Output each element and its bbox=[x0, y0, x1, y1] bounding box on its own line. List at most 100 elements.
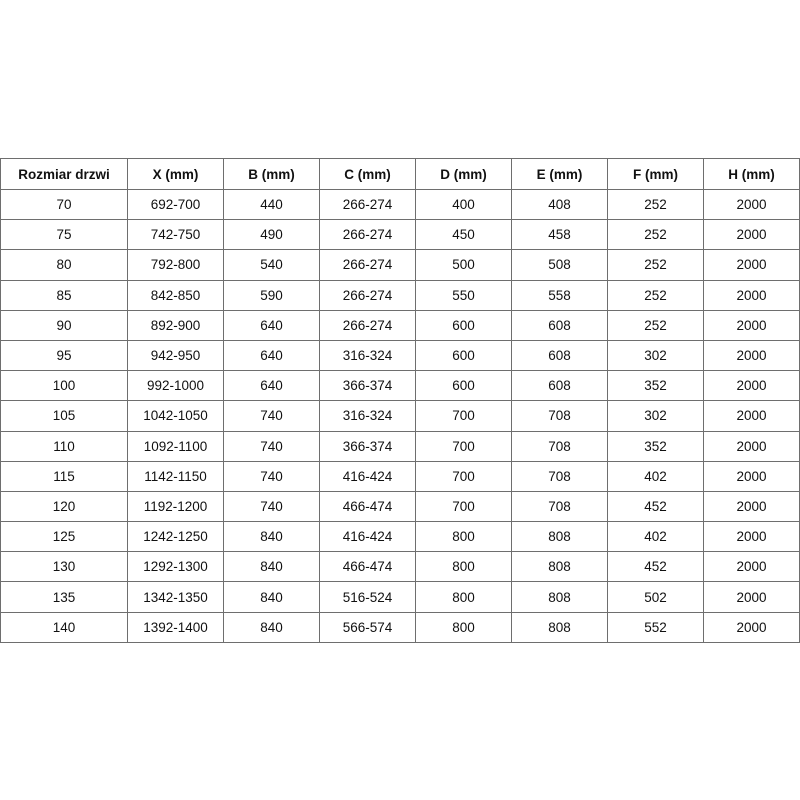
table-cell: 1242-1250 bbox=[127, 521, 224, 553]
table-cell: 450 bbox=[415, 219, 512, 251]
table-cell: 75 bbox=[0, 219, 128, 251]
table-cell: 2000 bbox=[703, 490, 800, 523]
table-cell: 110 bbox=[0, 430, 128, 462]
table-cell: 95 bbox=[0, 339, 128, 372]
table-row: 115 1142-1150 740 416-424 700 708 402 2000 bbox=[0, 460, 800, 492]
table-cell: 1392-1400 bbox=[127, 611, 224, 643]
table-cell: 140 bbox=[0, 611, 128, 643]
table-cell: 692-700 bbox=[127, 188, 224, 221]
column-header: E (mm) bbox=[511, 158, 608, 190]
table-cell: 352 bbox=[607, 370, 704, 402]
table-cell: 402 bbox=[607, 521, 704, 553]
table-cell: 316-324 bbox=[319, 400, 416, 432]
table-cell: 808 bbox=[511, 521, 608, 553]
table-cell: 408 bbox=[511, 188, 608, 221]
table-cell: 742-750 bbox=[127, 219, 224, 251]
table-cell: 840 bbox=[223, 611, 320, 643]
table-cell: 502 bbox=[607, 581, 704, 613]
table-cell: 608 bbox=[511, 309, 608, 341]
table-cell: 708 bbox=[511, 490, 608, 523]
table-cell: 1042-1050 bbox=[127, 400, 224, 432]
column-header: X (mm) bbox=[127, 158, 224, 190]
table-cell: 2000 bbox=[703, 219, 800, 251]
table-cell: 366-374 bbox=[319, 430, 416, 462]
table-cell: 100 bbox=[0, 370, 128, 402]
table-cell: 550 bbox=[415, 279, 512, 311]
table-cell: 466-474 bbox=[319, 490, 416, 523]
table-cell: 2000 bbox=[703, 521, 800, 553]
table-cell: 800 bbox=[415, 551, 512, 583]
table-row: 100 992-1000 640 366-374 600 608 352 2000 bbox=[0, 370, 800, 402]
table-cell: 2000 bbox=[703, 430, 800, 462]
table-cell: 466-474 bbox=[319, 551, 416, 583]
table-cell: 2000 bbox=[703, 249, 800, 281]
table-row: 85 842-850 590 266-274 550 558 252 2000 bbox=[0, 279, 800, 311]
table-cell: 608 bbox=[511, 339, 608, 372]
table-cell: 792-800 bbox=[127, 249, 224, 281]
table-cell: 120 bbox=[0, 490, 128, 523]
column-header: Rozmiar drzwi bbox=[0, 158, 128, 190]
table-cell: 500 bbox=[415, 249, 512, 281]
table-cell: 252 bbox=[607, 188, 704, 221]
table-cell: 1142-1150 bbox=[127, 460, 224, 492]
table-row: 70 692-700 440 266-274 400 408 252 2000 bbox=[0, 188, 800, 221]
table-cell: 700 bbox=[415, 490, 512, 523]
table-cell: 452 bbox=[607, 490, 704, 523]
table-cell: 700 bbox=[415, 460, 512, 492]
table-cell: 266-274 bbox=[319, 249, 416, 281]
table-cell: 992-1000 bbox=[127, 370, 224, 402]
column-header: C (mm) bbox=[319, 158, 416, 190]
table-cell: 452 bbox=[607, 551, 704, 583]
table-cell: 590 bbox=[223, 279, 320, 311]
table-cell: 840 bbox=[223, 551, 320, 583]
table-cell: 135 bbox=[0, 581, 128, 613]
table-cell: 808 bbox=[511, 581, 608, 613]
table-cell: 840 bbox=[223, 581, 320, 613]
table-cell: 708 bbox=[511, 400, 608, 432]
table-cell: 266-274 bbox=[319, 279, 416, 311]
table-cell: 740 bbox=[223, 430, 320, 462]
column-header: D (mm) bbox=[415, 158, 512, 190]
table-cell: 402 bbox=[607, 460, 704, 492]
table-cell: 2000 bbox=[703, 400, 800, 432]
table-cell: 566-574 bbox=[319, 611, 416, 643]
table-cell: 105 bbox=[0, 400, 128, 432]
table-row: 120 1192-1200 740 466-474 700 708 452 2000 bbox=[0, 490, 800, 523]
table-row: 75 742-750 490 266-274 450 458 252 2000 bbox=[0, 219, 800, 251]
table-cell: 640 bbox=[223, 309, 320, 341]
table-cell: 2000 bbox=[703, 460, 800, 492]
table-cell: 842-850 bbox=[127, 279, 224, 311]
table-row: 95 942-950 640 316-324 600 608 302 2000 bbox=[0, 339, 800, 372]
table-cell: 252 bbox=[607, 249, 704, 281]
table-cell: 458 bbox=[511, 219, 608, 251]
table-cell: 352 bbox=[607, 430, 704, 462]
table-cell: 416-424 bbox=[319, 521, 416, 553]
table-cell: 316-324 bbox=[319, 339, 416, 372]
table-cell: 740 bbox=[223, 460, 320, 492]
column-header: F (mm) bbox=[607, 158, 704, 190]
table-cell: 942-950 bbox=[127, 339, 224, 372]
table-cell: 600 bbox=[415, 339, 512, 372]
table-cell: 640 bbox=[223, 339, 320, 372]
table-cell: 90 bbox=[0, 309, 128, 341]
table-cell: 808 bbox=[511, 611, 608, 643]
table-cell: 252 bbox=[607, 219, 704, 251]
table-cell: 640 bbox=[223, 370, 320, 402]
table-cell: 302 bbox=[607, 400, 704, 432]
table-cell: 892-900 bbox=[127, 309, 224, 341]
table-cell: 1292-1300 bbox=[127, 551, 224, 583]
door-size-table: Rozmiar drzwi X (mm) B (mm) C (mm) D (mm) E (… bbox=[0, 158, 800, 643]
table-cell: 125 bbox=[0, 521, 128, 553]
table-cell: 366-374 bbox=[319, 370, 416, 402]
header-row: Rozmiar drzwi X (mm) B (mm) C (mm) D (mm) E (… bbox=[0, 158, 800, 190]
table-row: 130 1292-1300 840 466-474 800 808 452 2000 bbox=[0, 551, 800, 583]
table-cell: 800 bbox=[415, 611, 512, 643]
table-cell: 608 bbox=[511, 370, 608, 402]
table-cell: 2000 bbox=[703, 279, 800, 311]
table-row: 110 1092-1100 740 366-374 700 708 352 2000 bbox=[0, 430, 800, 462]
table-cell: 2000 bbox=[703, 188, 800, 221]
table-cell: 2000 bbox=[703, 370, 800, 402]
table-cell: 600 bbox=[415, 370, 512, 402]
table-cell: 808 bbox=[511, 551, 608, 583]
table-cell: 700 bbox=[415, 430, 512, 462]
